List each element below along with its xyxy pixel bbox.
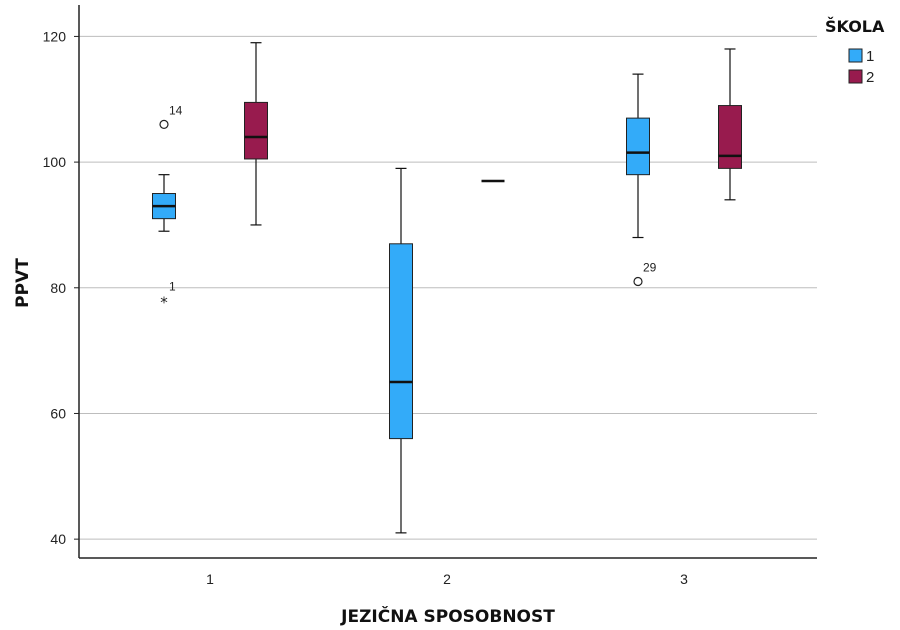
- x-axis-title: JEZIČNA SPOSOBNOST: [340, 605, 555, 627]
- y-tick-labels: 40 60 80 100 120: [43, 28, 79, 547]
- axes: [78, 5, 817, 559]
- box-group: [244, 42, 268, 226]
- outlier-star: *: [160, 293, 168, 311]
- legend-swatch: [848, 69, 863, 84]
- y-tick-label: 60: [50, 405, 66, 421]
- outlier-label: 29: [643, 261, 657, 275]
- box-iqr: [718, 105, 742, 169]
- x-tick-labels: 1 2 3: [206, 571, 688, 587]
- gridlines: [79, 35, 817, 540]
- outlier-circle: [159, 119, 169, 129]
- box-group: 29: [626, 73, 657, 287]
- box-group: [718, 48, 742, 201]
- y-tick-label: 40: [50, 531, 66, 547]
- box-iqr: [389, 243, 413, 440]
- outlier-label: 14: [169, 103, 183, 117]
- outlier-circle: [633, 276, 643, 287]
- box-group: [389, 167, 413, 534]
- x-tick-label: 3: [680, 571, 688, 587]
- boxes: 14 *1 29: [152, 42, 742, 534]
- legend-title: ŠKOLA: [825, 17, 885, 36]
- box-iqr: [244, 101, 268, 160]
- box-iqr: [626, 117, 650, 176]
- x-tick-label: 2: [443, 571, 451, 587]
- y-axis-title: PPVT: [13, 258, 33, 308]
- legend-label: 1: [866, 48, 874, 65]
- x-tick-label: 1: [206, 571, 214, 587]
- y-tick-label: 120: [43, 28, 67, 44]
- legend-label: 2: [866, 69, 874, 86]
- y-tick-label: 100: [43, 154, 67, 170]
- box-group: 14 *1: [152, 103, 183, 311]
- legend: ŠKOLA 1 2: [825, 17, 885, 86]
- y-tick-label: 80: [50, 280, 66, 296]
- legend-swatch: [848, 48, 863, 63]
- outlier-label: 1: [169, 279, 176, 293]
